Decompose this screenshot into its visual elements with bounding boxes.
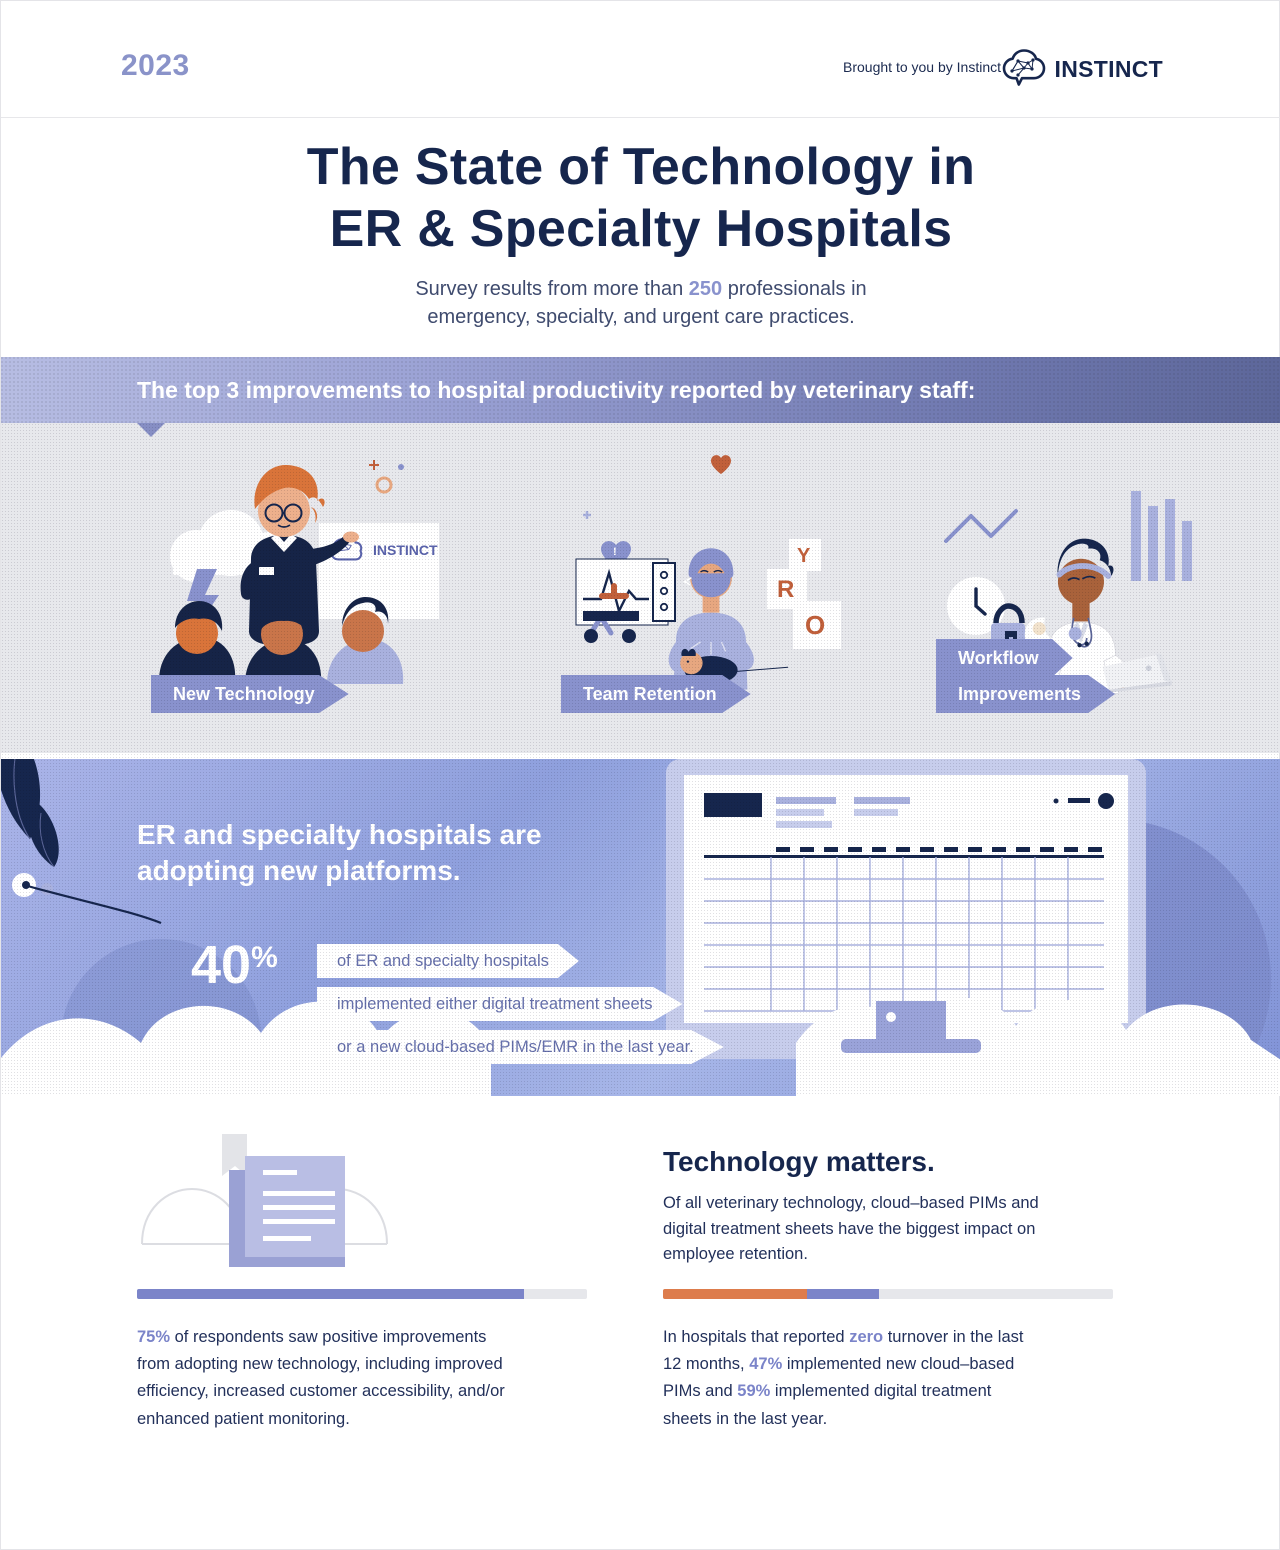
svg-text:INSTINCT: INSTINCT	[373, 542, 438, 558]
svg-text:Y: Y	[797, 545, 811, 567]
svg-text:!: !	[613, 546, 617, 558]
svg-text:O: O	[805, 610, 825, 640]
svg-text:R: R	[777, 576, 794, 603]
